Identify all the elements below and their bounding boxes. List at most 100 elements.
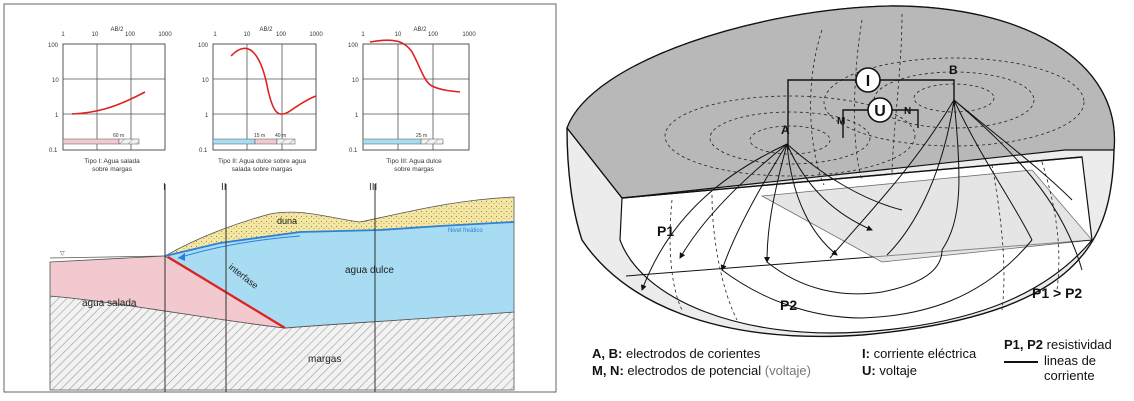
label-duna: duna (277, 216, 297, 226)
strip-label: 15 m (254, 133, 265, 139)
legend-line-1: lineas de (1044, 353, 1097, 368)
legend-text: electrodos de potencial (627, 363, 762, 378)
sea-level-mark: ▽ (60, 251, 65, 257)
top-tick: 1000 (309, 32, 323, 38)
current-line-swatch (1004, 361, 1038, 363)
axis-title: AB/2 (259, 27, 273, 33)
legend-row-lines: lineas de corriente (1004, 353, 1130, 383)
sounding-curve (71, 91, 146, 115)
layer-p2: P2 (780, 297, 797, 313)
y-tick: 0.1 (349, 148, 358, 154)
sounding-curve (230, 47, 317, 115)
electrode-n: N (904, 106, 911, 117)
legend-resistivity: P1, P2 resistividad lineas de corriente (1004, 336, 1130, 383)
layer-strip-marl (118, 138, 140, 145)
axis-title: AB/2 (110, 27, 124, 33)
electrode-b: B (949, 63, 958, 77)
top-tick: 1 (61, 32, 65, 38)
layer-strip-fresh (212, 138, 256, 145)
label-water-table: Nivel freático (448, 228, 483, 234)
resistivity-comparison: P1 > P2 (1032, 285, 1082, 301)
y-tick: 1 (355, 113, 359, 119)
sounding-graph-type-3: 1 10 AB/2 100 1000 100 10 1 0.1 25 m Tip… (348, 27, 476, 173)
strip-label: 40 m (275, 133, 286, 139)
label-marls: margas (308, 354, 341, 365)
top-tick: 100 (125, 32, 136, 38)
y-tick: 0.1 (49, 148, 58, 154)
marker-label: III (369, 182, 377, 193)
sounding-graph-type-2: 1 10 AB/2 100 1000 100 10 1 0.1 15 m 40 (198, 27, 323, 173)
legend-key: M, N: (592, 363, 624, 378)
graph-caption: Tipo I: Agua salada (84, 158, 140, 165)
voltmeter-icon (867, 97, 893, 123)
layer-strip-salt (254, 138, 278, 145)
graph-caption: Tipo II: Agua dulce sobre agua (218, 158, 306, 165)
y-tick: 1 (55, 113, 59, 119)
legend-key: I: (862, 346, 870, 361)
graph-caption: sobre margas (92, 166, 132, 173)
y-tick: 100 (348, 43, 359, 49)
dune-sand (164, 196, 515, 257)
y-tick: 1 (205, 113, 209, 119)
right-panel-resistivity: I U A M N B P1 P2 P1 > P2 A, B: electrod… (562, 0, 1134, 396)
layer-strip-marl (276, 138, 296, 145)
top-tick: 1000 (158, 32, 172, 38)
top-tick: 10 (92, 32, 99, 38)
current-meter-icon (855, 67, 881, 93)
graph-caption: Tipo III: Agua dulce (386, 158, 442, 165)
marker-label: II (221, 182, 227, 193)
layer-strip-marl (420, 138, 444, 145)
strip-label: 25 m (416, 133, 427, 139)
legend-key: U: (862, 363, 876, 378)
layer-strip-fresh (362, 138, 422, 145)
legend-measure: I: corriente eléctrica U: voltaje (862, 345, 1002, 379)
strip-label: 60 m (113, 133, 124, 139)
layer-strip-salt (62, 138, 120, 145)
current-meter-label: I (866, 73, 870, 90)
y-tick: 100 (48, 43, 59, 49)
top-tick: 10 (244, 32, 251, 38)
left-panel-coastal-aquifer: 1 10 AB/2 100 1000 100 10 1 0.1 60 m Tip… (0, 0, 562, 396)
y-tick: 0.1 (199, 148, 208, 154)
y-tick: 10 (352, 78, 359, 84)
equipotential-lines (664, 13, 1085, 321)
marker-label: I (163, 182, 166, 193)
top-tick: 1 (361, 32, 365, 38)
top-tick: 10 (395, 32, 402, 38)
legend-text: resistividad (1046, 337, 1112, 352)
legend-row-p: P1, P2 resistividad (1004, 336, 1130, 353)
voltmeter-label: U (874, 103, 886, 120)
legend-row-mn: M, N: electrodos de potencial (voltaje) (592, 362, 832, 379)
legend-text: lineas de corriente (1044, 353, 1096, 383)
legend-row-ab: A, B: electrodos de corientes (592, 345, 832, 362)
coastal-cross-section: ▽ I II III duna Nivel freático agua dulc… (49, 182, 515, 392)
legend-key: P1, P2 (1004, 337, 1044, 352)
sounding-curve (369, 39, 461, 93)
sounding-graph-type-1: 1 10 AB/2 100 1000 100 10 1 0.1 60 m Tip… (48, 27, 172, 173)
right-svg: I U A M N B P1 P2 P1 > P2 (566, 5, 1116, 338)
ground-surface (566, 5, 1115, 199)
top-tick: 100 (276, 32, 287, 38)
legend-row-i: I: corriente eléctrica (862, 345, 1002, 362)
electrode-a: A (781, 123, 790, 137)
label-salt-water: agua salada (82, 298, 137, 309)
legend-electrodes: A, B: electrodos de corientes M, N: elec… (592, 345, 832, 379)
axis-title: AB/2 (413, 27, 427, 33)
water-table-line (164, 221, 515, 257)
y-tick: 10 (202, 78, 209, 84)
legend-line-2: corriente (1044, 368, 1095, 383)
graph-caption: salada sobre margas (232, 166, 293, 173)
y-tick: 10 (52, 78, 59, 84)
electrode-m: M (837, 116, 845, 127)
legend-text: electrodos de corientes (625, 346, 761, 361)
graph-caption: sobre margas (394, 166, 434, 173)
legend-key: A, B: (592, 346, 623, 361)
left-frame (3, 3, 557, 393)
legend-text: voltaje (879, 363, 917, 378)
top-tick: 1 (213, 32, 217, 38)
top-tick: 100 (428, 32, 439, 38)
legend-row-u: U: voltaje (862, 362, 1002, 379)
y-tick: 100 (198, 43, 209, 49)
flow-arrow (177, 235, 301, 259)
